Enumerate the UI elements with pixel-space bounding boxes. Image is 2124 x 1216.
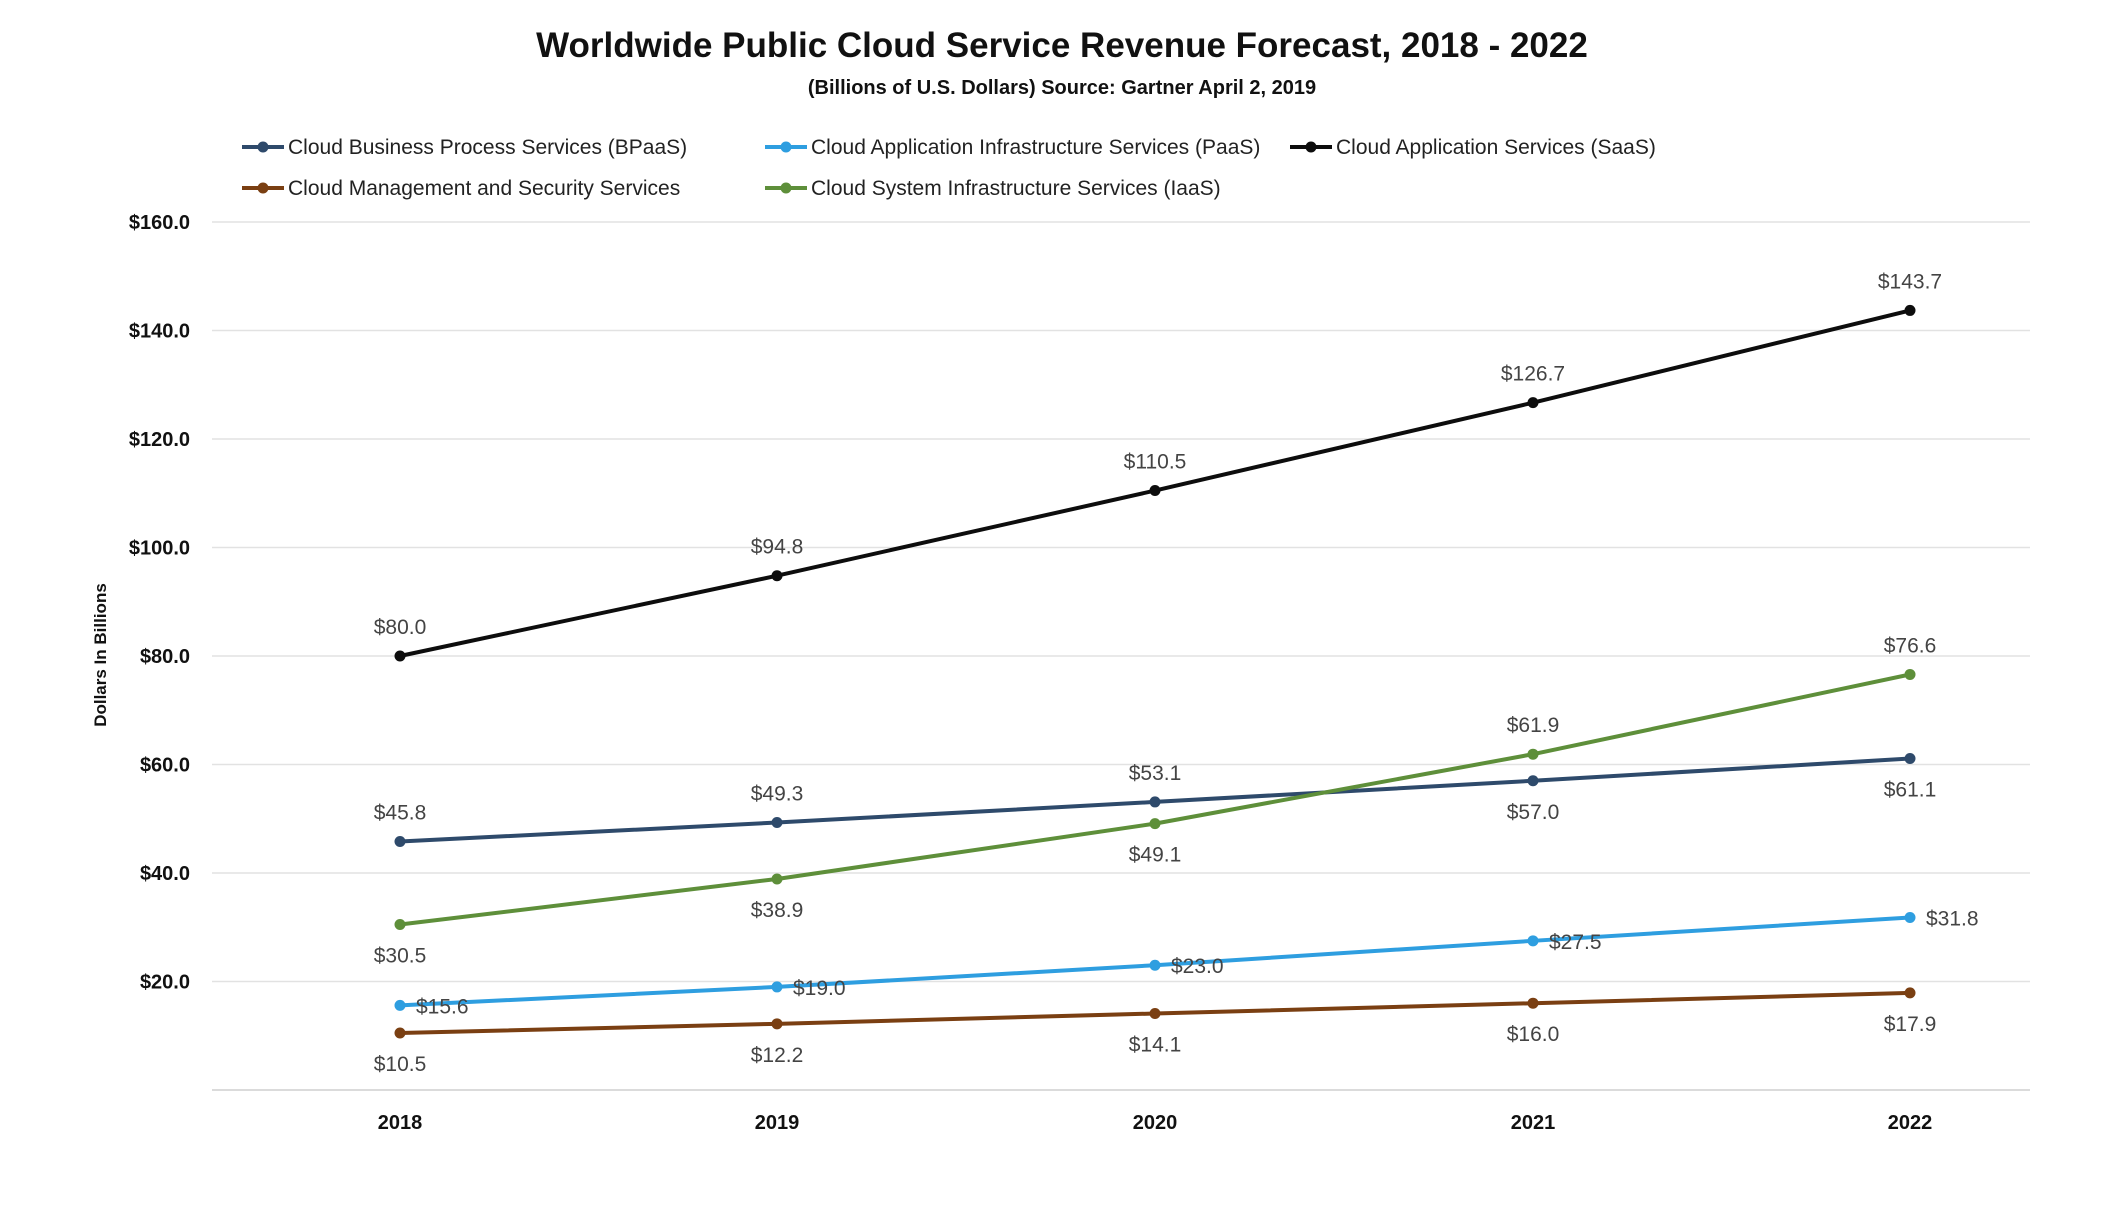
data-point [1904,911,1916,923]
data-point [1904,987,1916,999]
data-point [1527,748,1539,760]
y-tick-label: $80.0 [140,646,190,668]
y-tick-label: $40.0 [140,863,190,885]
data-point [1527,397,1539,409]
data-label: $19.0 [793,977,846,1000]
legend-label: Cloud Business Process Services (BPaaS) [288,136,687,159]
chart-subtitle: (Billions of U.S. Dollars) Source: Gartn… [808,77,1316,99]
data-label: $143.7 [1878,270,1942,293]
data-label: $14.1 [1129,1034,1182,1057]
legend-item: Cloud Application Services (SaaS) [1290,136,1656,159]
legend-label: Cloud Application Infrastructure Service… [811,136,1260,159]
series-line-2 [399,308,1911,658]
legend-label: Cloud Management and Security Services [288,177,680,200]
data-label: $110.5 [1124,451,1187,474]
data-point [394,1027,406,1039]
x-tick-label: 2019 [755,1112,800,1134]
data-label: $80.0 [374,616,427,639]
data-label: $61.9 [1507,714,1560,737]
series-lines [394,304,1916,1039]
data-label: $38.9 [751,899,804,922]
data-label: $17.9 [1884,1013,1937,1036]
y-tick-label: $60.0 [140,755,190,777]
data-point [771,1018,783,1030]
data-label: $49.1 [1129,844,1182,867]
data-label: $12.2 [751,1044,804,1067]
data-point [1149,796,1161,808]
data-label: $76.6 [1884,634,1937,657]
y-tick-label: $140.0 [129,321,190,343]
data-point [771,981,783,993]
y-tick-label: $20.0 [140,972,190,994]
legend-label: Cloud Application Services (SaaS) [1336,136,1656,159]
data-point [1149,818,1161,830]
legend-marker [780,182,792,194]
grid-lines [212,221,2030,1091]
data-label: $15.6 [416,995,469,1018]
data-label: $94.8 [751,536,804,559]
y-tick-label: $160.0 [129,212,190,234]
legend-marker [257,182,269,194]
data-point [1904,753,1916,765]
data-point [1527,775,1539,787]
legend-item: Cloud Application Infrastructure Service… [765,136,1260,159]
data-point [1904,304,1916,316]
legend-item: Cloud System Infrastructure Services (Ia… [765,177,1221,200]
data-point [1904,668,1916,680]
x-tick-label: 2020 [1133,1112,1178,1134]
data-label: $30.5 [374,945,427,968]
data-label: $16.0 [1507,1023,1560,1046]
data-point [394,999,406,1011]
data-label: $53.1 [1129,762,1182,785]
legend-item: Cloud Business Process Services (BPaaS) [242,136,687,159]
data-point [394,836,406,848]
legend-marker [780,141,792,153]
data-label: $57.0 [1507,801,1560,824]
data-point [771,873,783,885]
y-tick-label: $120.0 [129,429,190,451]
data-label: $10.5 [374,1053,427,1076]
data-point [1527,935,1539,947]
chart-title: Worldwide Public Cloud Service Revenue F… [536,26,1588,65]
data-point [771,817,783,829]
x-tick-label: 2022 [1888,1112,1933,1134]
data-point [1527,997,1539,1009]
data-point [394,650,406,662]
data-label: $31.8 [1926,907,1979,930]
y-axis-label: Dollars In Billions [91,583,110,727]
y-tick-label: $100.0 [129,538,190,560]
legend-marker [1305,141,1317,153]
data-point [394,919,406,931]
x-tick-label: 2021 [1511,1112,1556,1134]
y-axis-ticks: $20.0 $40.0 $60.0 $80.0 $100.0 $120.0 $140.0 $1… [129,212,190,994]
data-point [771,570,783,582]
x-tick-label: 2018 [378,1112,423,1134]
data-label: $23.0 [1171,955,1224,978]
data-point [1149,1008,1161,1020]
legend-label: Cloud System Infrastructure Services (Ia… [811,177,1221,200]
data-label: $49.3 [751,783,804,806]
data-label: $126.7 [1501,363,1565,386]
legend-marker [257,141,269,153]
data-label: $45.8 [374,802,427,825]
legend: Cloud Business Process Services (BPaaS) C… [242,136,1656,200]
x-axis-ticks: 2018 2019 2020 2021 2022 [378,1112,1933,1134]
data-point [1149,485,1161,497]
data-label: $27.5 [1549,931,1602,954]
data-label: $61.1 [1884,779,1937,802]
data-point [1149,959,1161,971]
legend-item: Cloud Management and Security Services [242,177,680,200]
data-labels: $45.8 $49.3 $53.1 $57.0 $61.1 $15.6 $19.0 $23.0… [374,270,1979,1076]
